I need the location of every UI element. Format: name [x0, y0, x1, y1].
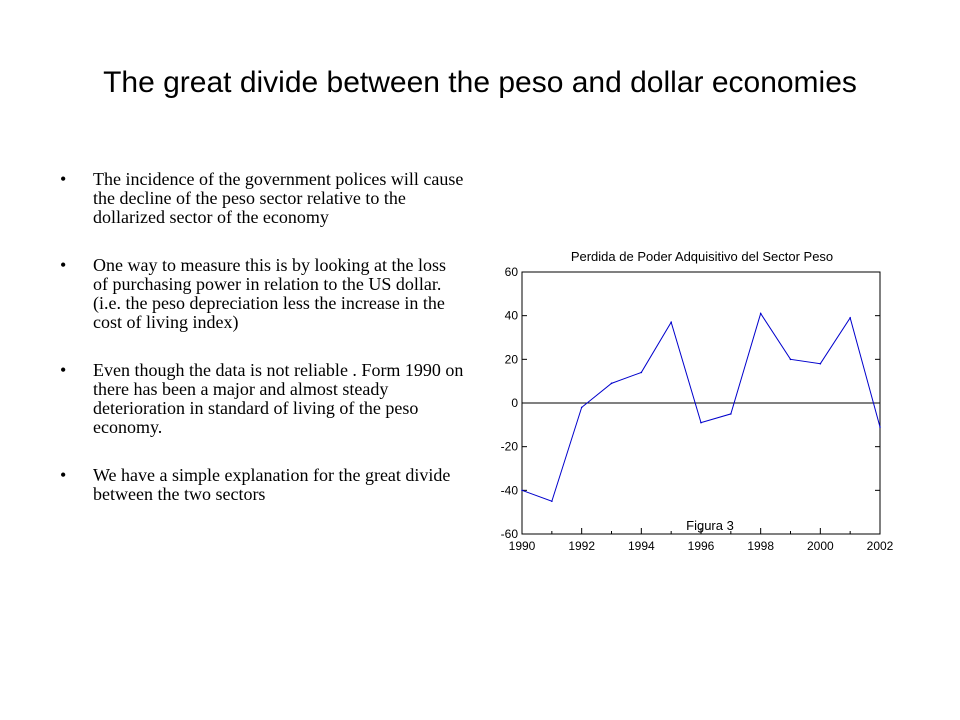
data-point: [580, 406, 583, 409]
bullet-item: • We have a simple explanation for the g…: [60, 466, 465, 504]
bullet-item: • One way to measure this is by looking …: [60, 256, 465, 332]
data-point: [521, 489, 523, 492]
data-point: [849, 317, 851, 319]
chart-container: Perdida de Poder Adquisitivo del Sector …: [480, 240, 900, 570]
y-tick-label: 60: [505, 265, 519, 279]
bullet-list: • The incidence of the government police…: [60, 170, 465, 533]
bullet-text: The incidence of the government polices …: [93, 169, 464, 227]
data-point: [730, 413, 732, 415]
slide-title: The great divide between the peso and do…: [103, 66, 857, 99]
y-axis: -60 -40 -20 0 20 40 60: [501, 265, 880, 541]
data-points: [521, 312, 881, 503]
data-point: [610, 382, 613, 385]
data-point: [789, 358, 792, 361]
bullet-text: Even though the data is not reliable . F…: [93, 360, 464, 437]
x-tick-label: 2002: [867, 539, 894, 553]
data-point: [700, 421, 702, 424]
data-point: [551, 500, 553, 503]
data-point: [879, 426, 881, 428]
y-tick-label: 0: [511, 396, 518, 410]
x-tick-label: 1990: [509, 539, 536, 553]
x-tick-label: 1998: [747, 539, 774, 553]
bullet-icon: •: [60, 360, 67, 380]
x-tick-label: 2000: [807, 539, 834, 553]
bullet-icon: •: [60, 169, 67, 189]
x-tick-label: 1996: [688, 539, 715, 553]
y-tick-label: -60: [501, 527, 519, 541]
bullet-text: One way to measure this is by looking at…: [93, 255, 446, 332]
y-tick-label: 40: [505, 309, 519, 323]
series-line: [521, 312, 881, 502]
chart-annotation: Figura 3: [686, 518, 734, 533]
data-point: [819, 362, 822, 365]
data-point: [759, 312, 762, 315]
bullet-item: • Even though the data is not reliable .…: [60, 361, 465, 437]
bullet-item: • The incidence of the government police…: [60, 170, 465, 227]
y-tick-label: -20: [501, 440, 519, 454]
y-tick-label: 20: [505, 352, 519, 366]
y-tick-label: -40: [501, 483, 519, 497]
data-point: [640, 371, 643, 374]
x-tick-label: 1994: [628, 539, 655, 553]
bullet-icon: •: [60, 255, 67, 275]
chart-title: Perdida de Poder Adquisitivo del Sector …: [571, 249, 833, 264]
x-tick-label: 1992: [568, 539, 595, 553]
x-axis: 1990 1992 1994 1996 1998 2000 2002: [509, 528, 894, 553]
data-point: [670, 321, 672, 324]
bullet-text: We have a simple explanation for the gre…: [93, 465, 451, 504]
line-chart: Perdida de Poder Adquisitivo del Sector …: [501, 249, 894, 553]
bullet-icon: •: [60, 465, 67, 485]
